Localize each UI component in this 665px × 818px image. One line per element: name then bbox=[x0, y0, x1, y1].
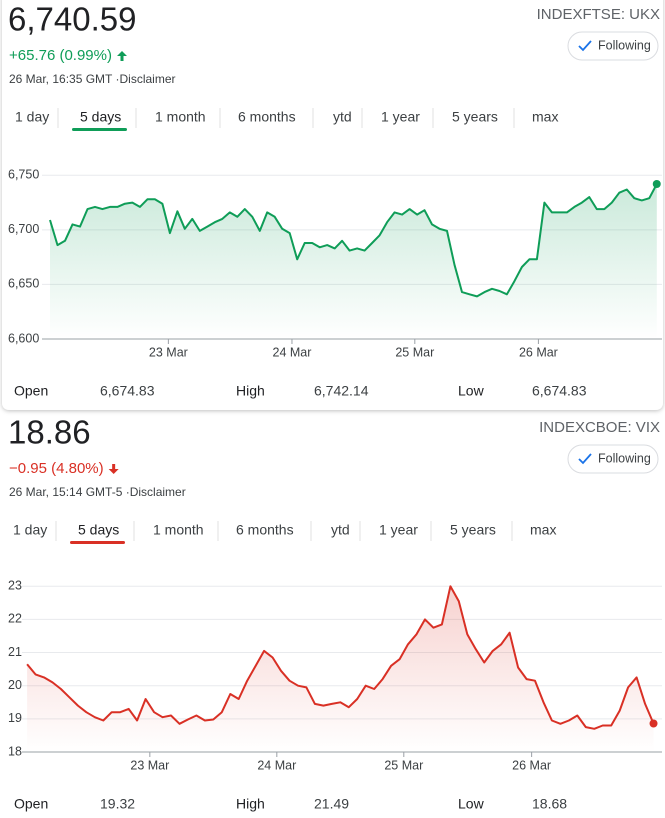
range-tab[interactable]: 5 years bbox=[450, 522, 496, 538]
price-line bbox=[49, 183, 658, 298]
y-tick-label: 19 bbox=[8, 711, 22, 725]
follow-label[interactable]: Following bbox=[598, 451, 651, 465]
check-icon bbox=[578, 453, 592, 465]
stat-label: Open bbox=[14, 383, 48, 399]
last-point bbox=[652, 180, 661, 189]
area-fill bbox=[50, 184, 657, 339]
range-tab[interactable]: 6 months bbox=[236, 522, 294, 538]
stat-label: Low bbox=[458, 796, 485, 812]
range-tab[interactable]: 5 days bbox=[78, 522, 119, 538]
check-icon bbox=[578, 40, 592, 52]
y-tick-label: 6,650 bbox=[8, 277, 39, 291]
change-arrow bbox=[108, 464, 119, 474]
stat-value: 6,674.83 bbox=[532, 383, 587, 399]
last-point bbox=[649, 719, 658, 728]
quote-widget: 6,740.59 +65.76 (0.99%) 26 Mar, 16:35 GMT … bbox=[8, 1, 662, 399]
range-tab[interactable]: 1 year bbox=[381, 109, 420, 125]
price: 6,740.59 bbox=[8, 1, 136, 38]
range-tab[interactable]: 1 year bbox=[379, 522, 418, 538]
stat-label: High bbox=[236, 796, 265, 812]
range-tab[interactable]: ytd bbox=[331, 522, 350, 538]
range-tab[interactable]: max bbox=[530, 522, 556, 538]
x-tick-label: 25 Mar bbox=[395, 345, 434, 359]
stat-value: 6,674.83 bbox=[100, 383, 155, 399]
range-tab[interactable]: max bbox=[532, 109, 558, 125]
range-tab[interactable]: 5 days bbox=[80, 109, 121, 125]
x-tick-label: 26 Mar bbox=[519, 345, 558, 359]
follow-button[interactable]: Following bbox=[567, 444, 659, 474]
change: +65.76 (0.99%) bbox=[9, 47, 112, 64]
change-arrow bbox=[117, 51, 127, 61]
change: −0.95 (4.80%) bbox=[9, 460, 104, 477]
x-tick-label: 23 Mar bbox=[149, 345, 188, 359]
y-tick-label: 6,750 bbox=[8, 168, 39, 182]
area-fill bbox=[27, 586, 654, 752]
stat-label: Low bbox=[458, 383, 485, 399]
symbol: INDEXCBOE: VIX bbox=[539, 419, 660, 436]
follow-label[interactable]: Following bbox=[598, 38, 651, 52]
quote-widget: 18.86 −0.95 (4.80%) 26 Mar, 15:14 GMT-5 ·D… bbox=[8, 414, 662, 812]
y-tick-label: 6,700 bbox=[8, 222, 39, 236]
timestamp: 26 Mar, 15:14 GMT-5 ·Disclaimer bbox=[9, 485, 186, 499]
x-tick-label: 25 Mar bbox=[384, 758, 423, 772]
timestamp: 26 Mar, 16:35 GMT ·Disclaimer bbox=[9, 72, 176, 86]
y-tick-label: 21 bbox=[8, 645, 22, 659]
range-tab[interactable]: ytd bbox=[333, 109, 352, 125]
stat-value: 21.49 bbox=[314, 796, 349, 812]
x-tick-label: 24 Mar bbox=[273, 345, 312, 359]
range-tab[interactable]: 1 month bbox=[153, 522, 204, 538]
follow-button-bg[interactable] bbox=[567, 444, 659, 474]
stat-label: Open bbox=[14, 796, 48, 812]
stat-value: 6,742.14 bbox=[314, 383, 369, 399]
stat-value: 19.32 bbox=[100, 796, 135, 812]
x-tick-label: 24 Mar bbox=[257, 758, 296, 772]
y-tick-label: 23 bbox=[8, 579, 22, 593]
range-tab[interactable]: 5 years bbox=[452, 109, 498, 125]
stat-value: 18.68 bbox=[532, 796, 567, 812]
symbol: INDEXFTSE: UKX bbox=[537, 6, 660, 23]
price-line bbox=[26, 585, 655, 730]
y-tick-label: 6,600 bbox=[8, 331, 39, 345]
range-underline bbox=[70, 541, 125, 544]
range-tab[interactable]: 1 day bbox=[13, 522, 47, 538]
range-underline bbox=[72, 128, 127, 131]
x-tick-label: 23 Mar bbox=[130, 758, 169, 772]
range-tab[interactable]: 1 month bbox=[155, 109, 206, 125]
price: 18.86 bbox=[8, 414, 91, 451]
follow-button-bg[interactable] bbox=[567, 31, 659, 61]
x-tick-label: 26 Mar bbox=[512, 758, 551, 772]
y-tick-label: 18 bbox=[8, 744, 22, 758]
stat-label: High bbox=[236, 383, 265, 399]
range-tab[interactable]: 6 months bbox=[238, 109, 296, 125]
range-tab[interactable]: 1 day bbox=[15, 109, 49, 125]
y-tick-label: 20 bbox=[8, 678, 22, 692]
y-tick-label: 22 bbox=[8, 612, 22, 626]
follow-button[interactable]: Following bbox=[567, 31, 659, 61]
